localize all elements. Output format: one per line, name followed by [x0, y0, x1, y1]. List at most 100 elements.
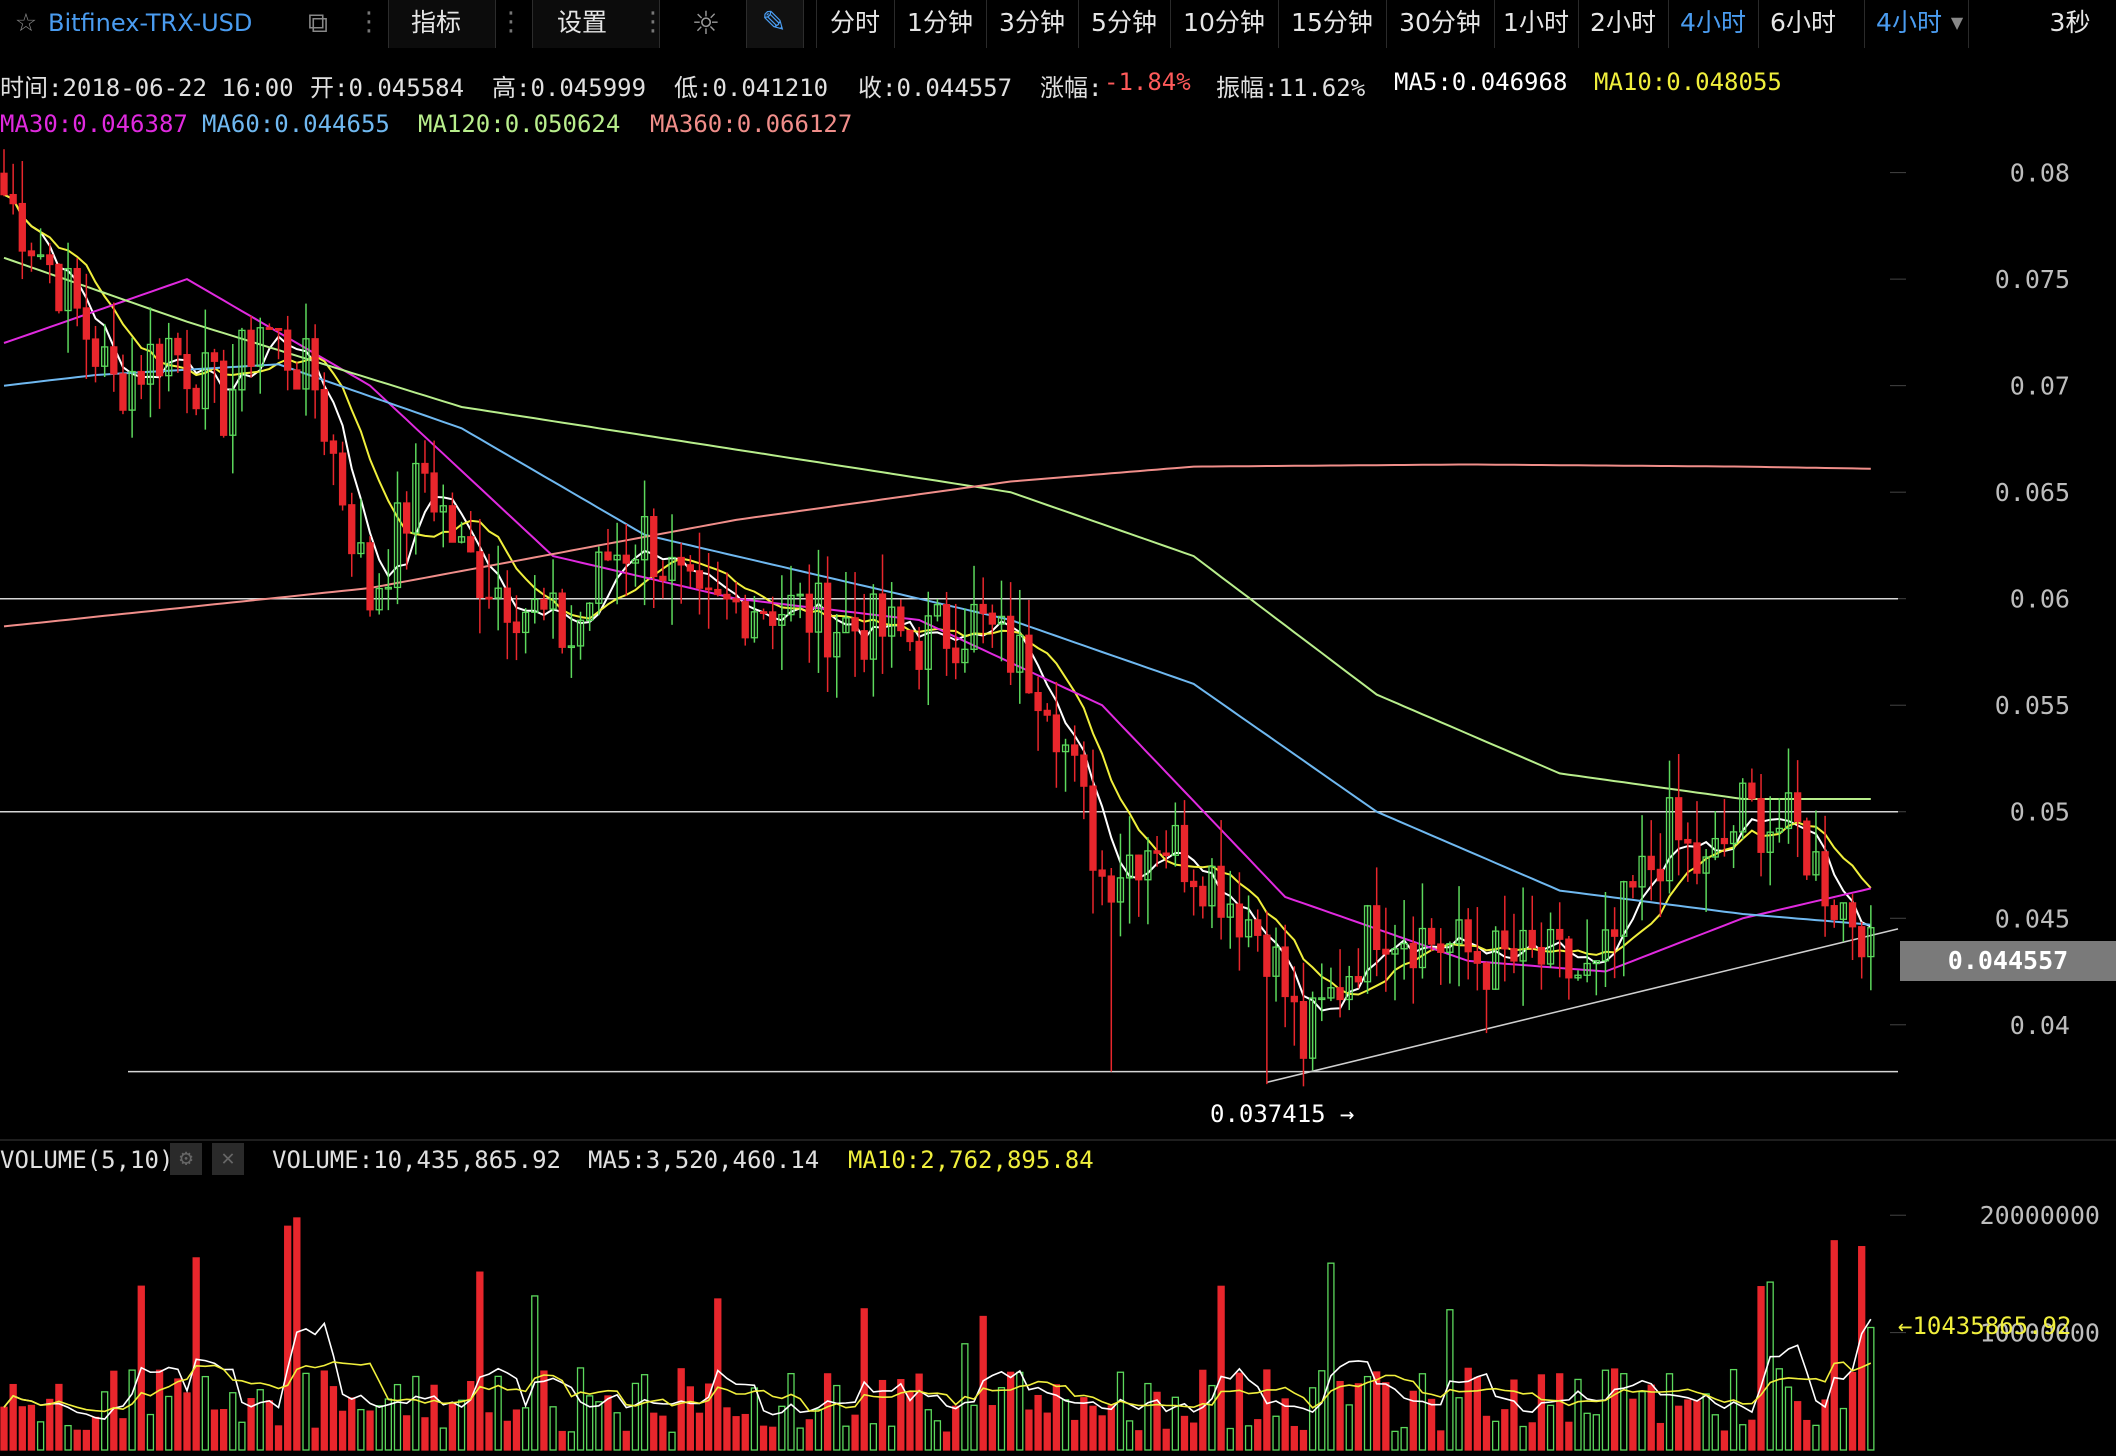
volume-settings-gear-icon[interactable]: ⚙ — [170, 1143, 202, 1175]
candle-body — [18, 202, 26, 252]
volume-bar — [357, 1408, 365, 1451]
indicator-button[interactable]: 指标 — [410, 8, 461, 37]
pencil-draw-icon[interactable]: ✎ — [761, 5, 787, 40]
indicator-button-box — [388, 0, 496, 48]
candle-body — [1153, 850, 1161, 854]
candle-body — [302, 338, 310, 390]
tab-timeframe-1[interactable]: 1分钟 — [907, 8, 973, 37]
candle-body — [1080, 754, 1088, 787]
volume-bar — [1656, 1422, 1665, 1451]
candle-body — [631, 559, 640, 564]
volume-tick-label: 10000000 — [1980, 1319, 2100, 1348]
volume-bar — [1601, 1369, 1610, 1451]
candle-body — [1519, 929, 1527, 962]
candle-body — [219, 360, 228, 436]
volume-bar — [256, 1389, 264, 1451]
candle-body — [576, 619, 585, 647]
tab-timeframe-0[interactable]: 分时 — [829, 8, 880, 37]
drag-handle-icon[interactable]: ⋮ — [356, 7, 382, 37]
candle-body — [1391, 948, 1399, 955]
draw-tool-box — [746, 0, 804, 48]
theme-sun-icon[interactable]: ☼ — [691, 4, 721, 42]
volume-bar — [229, 1392, 237, 1451]
candle-body — [613, 554, 621, 561]
candle-body — [1748, 782, 1756, 800]
candle-body — [1858, 926, 1866, 958]
tab-timeframe-2[interactable]: 3分钟 — [999, 8, 1065, 37]
volume-bar — [247, 1398, 255, 1451]
volume-bar — [485, 1412, 493, 1451]
price-tick-label: 0.04 — [2010, 1011, 2070, 1040]
candle-body — [1629, 881, 1637, 888]
volume-bar — [0, 1406, 8, 1451]
candle-body — [1766, 831, 1774, 853]
timeframe-dropdown[interactable]: 4小时 — [1876, 8, 1942, 37]
volume-indicator-label[interactable]: VOLUME(5,10) — [0, 1146, 174, 1174]
tab-timeframe-4[interactable]: 10分钟 — [1183, 8, 1265, 37]
candle-body — [1345, 976, 1353, 1001]
volume-bar — [1363, 1375, 1372, 1451]
volume-bar — [284, 1225, 292, 1451]
volume-bar — [1473, 1376, 1481, 1451]
volume-bar — [759, 1425, 768, 1451]
tab-timeframe-7[interactable]: 1小时 — [1503, 8, 1569, 37]
indicator-menu-icon[interactable]: ⋮ — [498, 7, 524, 37]
volume-bar — [1171, 1396, 1180, 1451]
tab-timeframe-3[interactable]: 5分钟 — [1091, 8, 1157, 37]
candle-body — [430, 472, 438, 513]
tab-timeframe-5[interactable]: 15分钟 — [1291, 8, 1373, 37]
popout-icon[interactable]: ⧉ — [308, 6, 328, 39]
candle-body — [64, 267, 72, 312]
volume-bar — [1620, 1373, 1628, 1451]
favorite-star-icon[interactable]: ☆ — [14, 8, 38, 37]
candle-body — [1281, 946, 1289, 998]
refresh-interval[interactable]: 3秒 — [2049, 8, 2091, 37]
symbol-title[interactable]: Bitfinex-TRX-USD — [48, 9, 253, 37]
volume-bar — [1006, 1371, 1015, 1451]
volume-bar — [320, 1370, 328, 1451]
candle-body — [1867, 927, 1875, 958]
chevron-down-icon[interactable]: ▼ — [1950, 13, 1964, 32]
tab-timeframe-10[interactable]: 6小时 — [1770, 8, 1836, 37]
volume-close-icon[interactable]: ✕ — [212, 1143, 244, 1175]
volume-bar — [274, 1425, 283, 1451]
candle-body — [1437, 943, 1445, 953]
candle-body — [384, 586, 393, 590]
volume-bar — [1391, 1430, 1399, 1451]
volume-bar — [833, 1384, 841, 1451]
volume-bar — [860, 1308, 868, 1451]
tab-timeframe-9[interactable]: 4小时 — [1680, 8, 1746, 37]
candle-body — [586, 602, 594, 621]
volume-bar — [1089, 1405, 1097, 1451]
candle-body — [256, 327, 264, 367]
volume-bar — [1263, 1369, 1271, 1451]
volume-bar — [421, 1417, 429, 1451]
tab-timeframe-8[interactable]: 2小时 — [1590, 8, 1656, 37]
volume-bar — [1610, 1368, 1619, 1451]
tab-timeframe-6[interactable]: 30分钟 — [1399, 8, 1481, 37]
volume-bar — [723, 1407, 731, 1451]
volume-bar — [1098, 1415, 1106, 1451]
volume-bar — [787, 1372, 795, 1451]
price-tick-label: 0.075 — [1995, 265, 2070, 294]
volume-bar — [1647, 1384, 1655, 1451]
candle-body — [988, 612, 996, 625]
volume-bar — [1281, 1398, 1289, 1451]
candle-body — [1254, 919, 1262, 936]
candle-body — [1308, 997, 1317, 1059]
volume-bar — [1757, 1286, 1765, 1451]
candle-body — [1180, 824, 1189, 883]
volume-bar — [1180, 1415, 1189, 1451]
volume-bar — [82, 1429, 91, 1451]
candle-body — [833, 631, 841, 658]
settings-button[interactable]: 设置 — [556, 8, 607, 37]
info-open: 开:0.045584 — [310, 74, 465, 102]
candle-body — [521, 611, 530, 634]
volume-bar — [1574, 1378, 1582, 1451]
settings-menu-icon[interactable]: ⋮ — [640, 7, 666, 37]
info-high: 高:0.045999 — [492, 74, 647, 102]
candle-body — [36, 254, 45, 258]
volume-bar — [1135, 1430, 1143, 1451]
candle-body — [1546, 928, 1555, 965]
